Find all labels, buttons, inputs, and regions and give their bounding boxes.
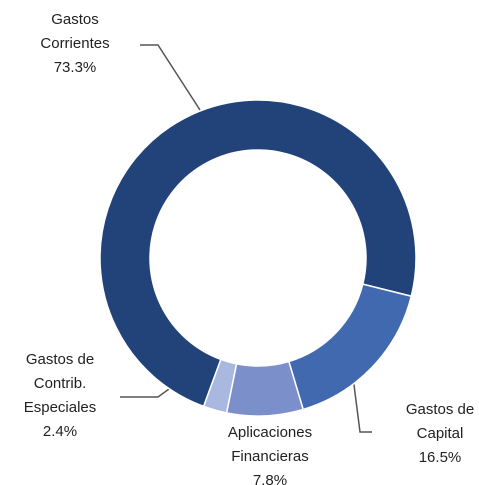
donut-segment xyxy=(287,283,413,411)
category-label: Corrientes xyxy=(40,35,109,52)
value-label: 2.4% xyxy=(43,423,77,440)
leader-line xyxy=(140,44,201,111)
category-label: Gastos de xyxy=(406,401,474,418)
value-label: 7.8% xyxy=(253,472,287,485)
donut-segment xyxy=(99,99,417,408)
category-label: Contrib. xyxy=(34,375,87,392)
category-label: Especiales xyxy=(24,399,97,416)
category-label: Gastos de xyxy=(26,351,94,368)
donut-segment xyxy=(225,360,305,417)
category-label: Financieras xyxy=(231,448,309,465)
donut-segment xyxy=(202,358,238,414)
value-label: 73.3% xyxy=(54,59,97,76)
category-label: Capital xyxy=(417,425,464,442)
category-label: Gastos xyxy=(51,11,99,28)
value-label: 16.5% xyxy=(419,449,462,466)
category-label: Aplicaciones xyxy=(228,424,312,441)
